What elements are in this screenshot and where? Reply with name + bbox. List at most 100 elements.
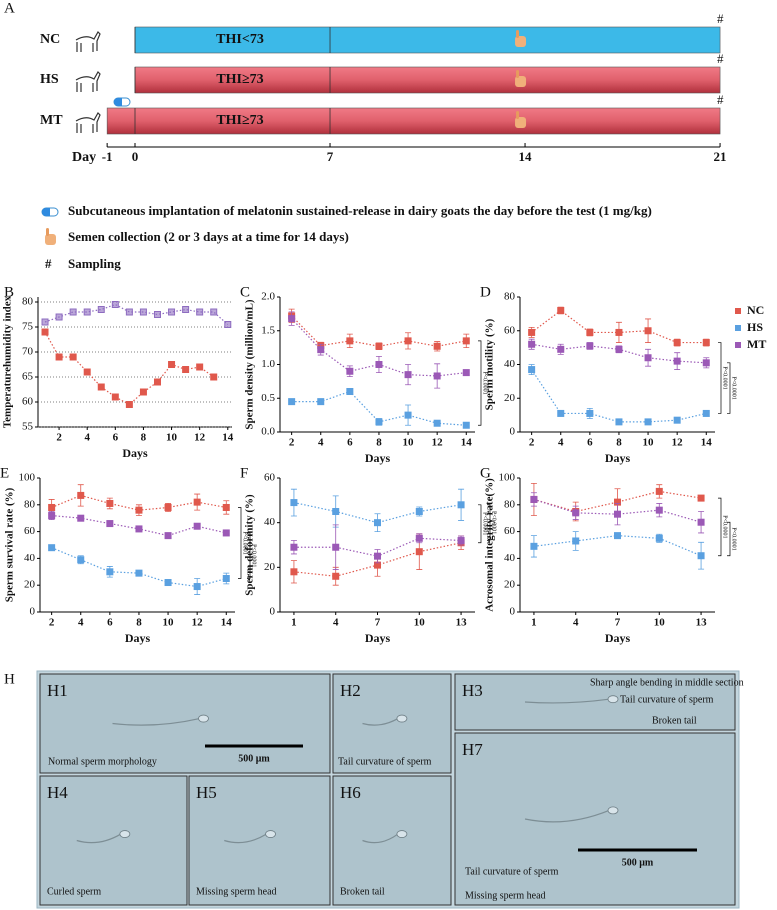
data-point xyxy=(404,337,412,345)
y-tick-label: 40 xyxy=(24,552,36,564)
x-axis-label: Days xyxy=(125,631,151,645)
y-tick-label: 80 xyxy=(504,498,516,510)
day-tick-label: 14 xyxy=(519,149,533,164)
x-tick-label: 13 xyxy=(696,617,708,629)
x-tick-label: 10 xyxy=(414,617,426,629)
x-tick-label: 12 xyxy=(672,437,684,449)
y-tick-label: 0 xyxy=(30,606,36,618)
panel-label: C xyxy=(240,284,250,300)
y-tick-label: 20 xyxy=(264,561,276,573)
micrograph xyxy=(332,775,452,906)
day-axis-label: Day xyxy=(72,150,96,165)
group-label: MT xyxy=(40,113,63,128)
y-tick-label: 60 xyxy=(504,324,516,336)
data-point xyxy=(168,308,176,316)
panel-label: B xyxy=(4,284,14,300)
data-point xyxy=(615,328,623,336)
legend-text: Subcutaneous implantation of melatonin s… xyxy=(68,203,652,218)
sampling-mark: # xyxy=(717,92,724,107)
scale-bar-label: 500 μm xyxy=(622,857,654,868)
sperm-head xyxy=(119,830,131,838)
x-tick-label: 2 xyxy=(56,432,62,444)
x-axis-label: Days xyxy=(605,451,631,465)
y-tick-label: 2.0 xyxy=(261,291,275,303)
x-tick-label: 10 xyxy=(166,432,178,444)
data-point xyxy=(433,372,441,380)
data-point xyxy=(77,514,85,522)
y-tick-label: 20 xyxy=(504,579,516,591)
sperm-head xyxy=(396,830,408,838)
data-point xyxy=(193,583,201,591)
data-point xyxy=(557,345,565,353)
significance-bracket xyxy=(478,504,482,544)
data-point xyxy=(673,357,681,365)
micrograph-caption: Tail curvature of sperm xyxy=(620,694,714,705)
capsule-icon-half xyxy=(42,208,50,216)
sperm-head xyxy=(198,714,209,723)
legend-text: Semen collection (2 or 3 days at a time … xyxy=(68,229,349,244)
x-tick-label: 6 xyxy=(113,432,119,444)
micrograph-caption: Tail curvature of sperm xyxy=(465,866,559,877)
day-tick-label: -1 xyxy=(102,149,113,164)
x-tick-label: 14 xyxy=(701,437,713,449)
sperm-head xyxy=(396,714,408,723)
data-point xyxy=(288,398,296,406)
data-point xyxy=(196,363,204,371)
legend-marker xyxy=(735,342,741,348)
y-axis-label: Sperm density (million/mL) xyxy=(244,299,256,430)
data-point xyxy=(139,388,147,396)
data-point xyxy=(196,308,204,316)
micrograph-caption: Curled sperm xyxy=(47,886,101,897)
data-point xyxy=(106,568,114,576)
capsule-icon-half xyxy=(114,98,122,106)
data-point xyxy=(77,556,85,564)
data-point xyxy=(69,353,77,361)
sampling-mark: # xyxy=(717,11,724,26)
data-point xyxy=(528,328,536,336)
hand-icon-finger xyxy=(46,228,49,236)
y-tick-label: 60 xyxy=(264,472,276,484)
sperm-tail xyxy=(76,833,122,844)
micrograph-caption: Normal sperm morphology xyxy=(48,756,157,767)
data-point xyxy=(572,509,580,517)
data-point xyxy=(135,525,143,533)
data-point xyxy=(164,503,172,511)
data-point xyxy=(572,537,580,545)
hand-icon-finger xyxy=(516,30,520,38)
data-point xyxy=(125,401,133,408)
micrograph-caption: Broken tail xyxy=(340,886,385,897)
data-point xyxy=(111,301,119,308)
significance-bracket xyxy=(487,504,491,541)
y-tick-label: 1.0 xyxy=(261,358,275,370)
legend-label: HS xyxy=(747,320,763,334)
micrograph-id: H6 xyxy=(340,783,361,802)
data-point xyxy=(530,542,538,550)
data-point xyxy=(655,506,663,514)
data-point xyxy=(210,373,218,381)
significance-label: P<0.0001 xyxy=(731,527,737,550)
y-tick-label: 40 xyxy=(264,516,276,528)
data-point xyxy=(69,308,77,316)
x-axis-label: Days xyxy=(365,631,391,645)
y-tick-label: 0 xyxy=(510,426,516,438)
data-point xyxy=(125,308,133,316)
treatment-bar xyxy=(134,26,721,54)
panel-label: D xyxy=(480,284,491,300)
data-point xyxy=(290,568,298,576)
micrograph-id: H1 xyxy=(47,681,68,700)
significance-bracket xyxy=(247,532,251,579)
x-tick-label: 13 xyxy=(456,617,468,629)
data-point xyxy=(614,532,621,540)
x-tick-label: 6 xyxy=(107,617,113,629)
x-tick-label: 14 xyxy=(461,437,473,449)
data-point xyxy=(615,418,623,426)
micrograph-id: H2 xyxy=(340,681,361,700)
data-point xyxy=(317,398,325,406)
sperm-head xyxy=(607,806,619,815)
data-point xyxy=(528,366,536,374)
sperm-tail xyxy=(224,833,267,844)
data-point xyxy=(697,552,705,560)
x-tick-label: 1 xyxy=(291,617,297,629)
hand-icon xyxy=(515,76,527,87)
data-point xyxy=(530,495,538,503)
